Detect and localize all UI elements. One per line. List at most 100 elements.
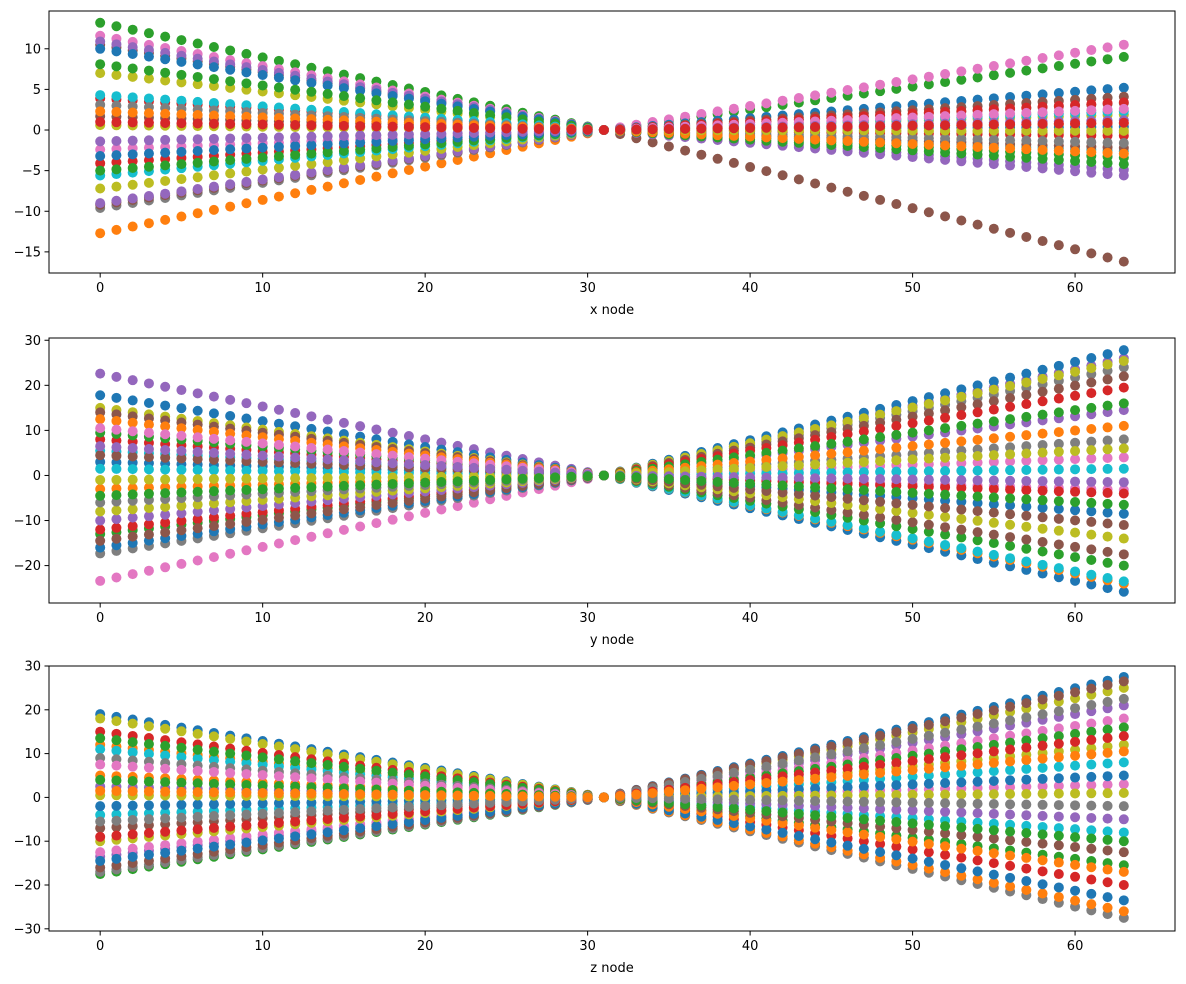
data-point [956, 843, 967, 854]
x-tick-label: 10 [254, 281, 271, 296]
data-point [907, 120, 918, 131]
data-point [728, 123, 739, 134]
data-point [972, 418, 983, 429]
data-point [306, 815, 317, 826]
data-point [988, 475, 999, 486]
data-point [192, 71, 203, 82]
data-point [680, 475, 691, 486]
data-point [371, 121, 382, 132]
data-point [923, 509, 934, 520]
x-tick-label: 40 [742, 611, 759, 626]
data-point [176, 109, 187, 120]
data-point [810, 773, 821, 784]
data-point [615, 124, 626, 135]
data-point [956, 870, 967, 881]
data-point [1102, 864, 1113, 875]
data-point [842, 136, 853, 147]
data-point [988, 833, 999, 844]
data-point [1037, 888, 1048, 899]
data-point [387, 97, 398, 108]
data-point [923, 501, 934, 512]
data-point [241, 736, 252, 747]
data-point [1118, 779, 1129, 790]
data-point [988, 109, 999, 120]
data-point [257, 465, 268, 476]
data-point [923, 474, 934, 485]
data-point [761, 761, 772, 772]
data-point [858, 434, 869, 445]
data-point [208, 731, 219, 742]
data-point [907, 474, 918, 485]
data-point [420, 814, 431, 825]
data-point [875, 474, 886, 485]
data-point [1118, 520, 1129, 531]
data-point [176, 423, 187, 434]
data-point [1021, 742, 1032, 753]
data-point [111, 853, 122, 864]
data-point [127, 92, 138, 103]
data-point [306, 423, 317, 434]
data-point [403, 459, 414, 470]
data-point [956, 110, 967, 121]
data-point [160, 54, 171, 65]
data-point [1037, 386, 1048, 397]
data-point [761, 795, 772, 806]
data-point [160, 786, 171, 797]
data-point [225, 155, 236, 166]
data-point [1086, 248, 1097, 259]
data-point [631, 789, 642, 800]
axes-frame [48, 337, 1176, 604]
data-point [1005, 135, 1016, 146]
data-point [1102, 813, 1113, 824]
data-point [956, 402, 967, 413]
data-point [306, 148, 317, 159]
data-point [127, 117, 138, 128]
data-point [956, 133, 967, 144]
data-point [208, 426, 219, 437]
data-point [988, 70, 999, 81]
data-point [923, 71, 934, 82]
data-point [826, 516, 837, 527]
data-point [1005, 775, 1016, 786]
data-point [111, 505, 122, 516]
data-point [436, 158, 447, 169]
data-point [793, 451, 804, 462]
data-point [241, 166, 252, 177]
data-point [1118, 814, 1129, 825]
data-point [712, 770, 723, 781]
data-point [485, 123, 496, 134]
data-point [127, 107, 138, 118]
data-point [225, 518, 236, 529]
points-group [95, 17, 1129, 267]
data-point [127, 504, 138, 515]
data-point [111, 371, 122, 382]
data-point [111, 522, 122, 533]
data-point [647, 124, 658, 135]
data-point [972, 219, 983, 230]
data-point [810, 810, 821, 821]
data-point [907, 517, 918, 528]
data-point [1053, 773, 1064, 784]
data-point [728, 818, 739, 829]
data-point [208, 408, 219, 419]
data-point [1118, 801, 1129, 812]
data-point [241, 436, 252, 447]
data-point [338, 761, 349, 772]
data-point [225, 118, 236, 129]
data-point [745, 101, 756, 112]
data-point [1037, 733, 1048, 744]
data-point [208, 41, 219, 52]
data-point [940, 111, 951, 122]
data-point [95, 831, 106, 842]
data-point [1070, 454, 1081, 465]
data-point [875, 466, 886, 477]
data-point [1070, 118, 1081, 129]
data-point [1021, 411, 1032, 422]
data-point [1118, 463, 1129, 474]
data-point [273, 473, 284, 484]
data-point [923, 856, 934, 867]
data-point [127, 761, 138, 772]
data-point [891, 421, 902, 432]
data-point [1037, 838, 1048, 849]
